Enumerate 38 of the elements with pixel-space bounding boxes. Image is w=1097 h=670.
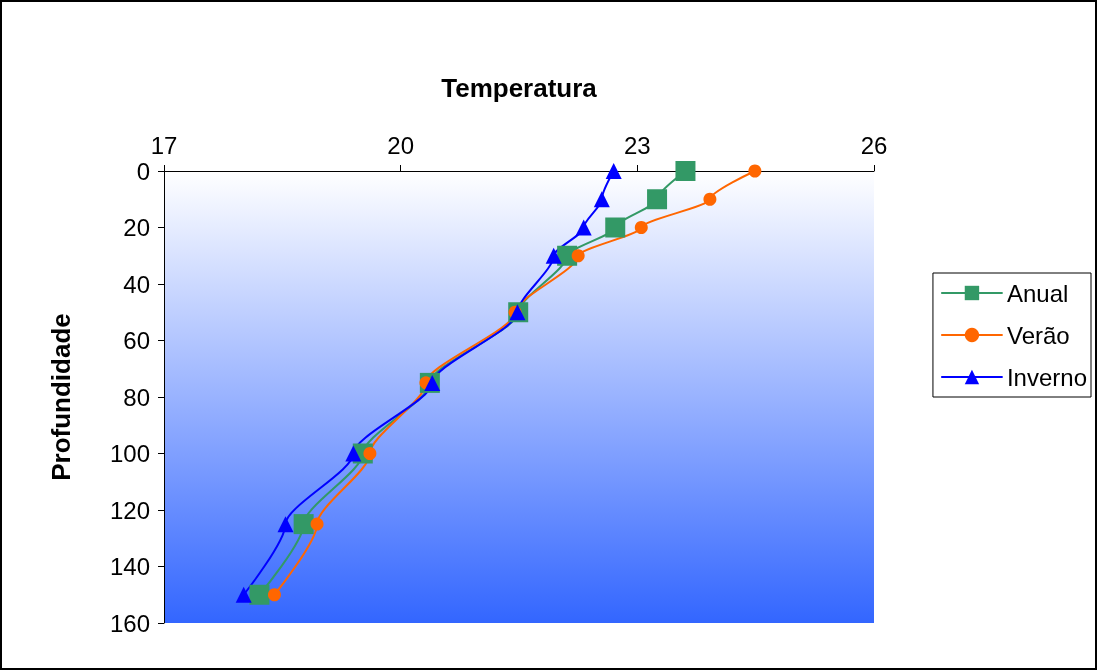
point (545, 247, 562, 264)
y-tick-label: 60 (123, 327, 150, 354)
legend-label: Inverno (1006, 363, 1088, 391)
point (424, 374, 441, 391)
point (277, 516, 294, 533)
point (293, 514, 314, 535)
point (703, 192, 717, 206)
point (675, 161, 696, 181)
y-tick-label: 100 (109, 440, 150, 467)
point (647, 189, 668, 210)
x-tick-label: 23 (623, 131, 651, 159)
y-tick-label: 40 (123, 270, 150, 298)
x-tick-label: 20 (387, 131, 415, 159)
point (605, 217, 626, 238)
point (571, 249, 585, 263)
x-tick-label: 17 (150, 131, 178, 159)
y-tick-label: 120 (109, 496, 150, 524)
legend-label: Anual (1006, 279, 1069, 307)
point (235, 586, 252, 603)
y-tick-label: 140 (109, 553, 150, 580)
y-axis-title: Profundidade (46, 313, 76, 481)
x-axis-title: Temperatura (441, 73, 598, 103)
point (363, 447, 377, 460)
point (267, 588, 281, 602)
point (593, 191, 610, 208)
point (605, 163, 622, 179)
y-tick-label: 0 (136, 157, 150, 185)
point (310, 517, 324, 531)
y-tick-label: 80 (123, 383, 150, 411)
point (575, 219, 592, 236)
legend-label: Verão (1006, 321, 1070, 349)
point (634, 221, 648, 234)
point (748, 164, 762, 178)
point (249, 584, 270, 605)
y-tick-label: 20 (123, 214, 150, 241)
y-tick-label: 160 (109, 609, 150, 637)
point (345, 445, 362, 462)
x-tick-label: 26 (860, 131, 888, 159)
